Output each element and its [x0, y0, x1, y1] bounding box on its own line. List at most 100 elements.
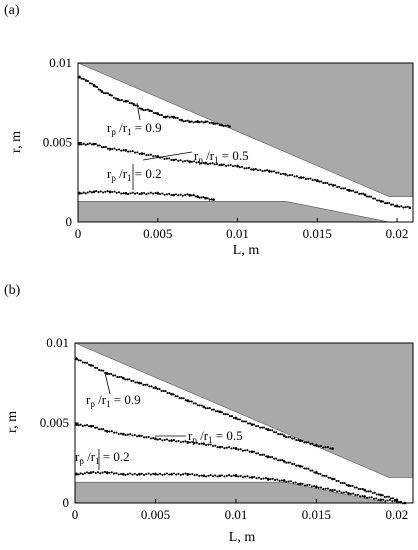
data-point-a-1-9 — [220, 163, 223, 167]
series-b-1-dot — [365, 490, 368, 493]
series-a-2-dot — [80, 192, 83, 195]
data-point-b-0-3 — [122, 376, 125, 380]
series-a-1-dot — [229, 163, 232, 167]
series-a-2-dot — [131, 191, 134, 194]
series-b-1-dot — [221, 445, 224, 448]
ytick-label-b: 0 — [63, 495, 70, 510]
series-b-2-dot — [191, 472, 194, 476]
series-b-0-dot — [194, 402, 197, 405]
series-a-1-dot — [117, 148, 121, 151]
series-a-1-dot — [313, 178, 317, 181]
series-b-1-dot — [149, 437, 152, 440]
series-b-0-dot — [236, 418, 240, 421]
series-b-1-dot — [361, 487, 364, 490]
series-b-1-dot — [145, 436, 148, 439]
data-point-a-0-1 — [84, 79, 88, 82]
series-b-1-dot — [246, 449, 249, 452]
series-a-2-dot — [129, 192, 132, 195]
data-point-a-1-10 — [236, 165, 239, 168]
series-a-2-dot — [200, 196, 203, 199]
series-b-2-dot — [92, 470, 95, 473]
series-a-1-dot — [152, 155, 155, 158]
series-b-2-dot — [257, 476, 260, 479]
series-a-0-dot — [178, 118, 181, 121]
data-point-b-1-11 — [250, 450, 254, 454]
series-b-2-dot — [322, 488, 325, 491]
series-b-2-dot — [230, 475, 233, 478]
series-b-0-dot — [166, 391, 169, 395]
series-a-1-dot — [177, 159, 180, 162]
series-a-1-dot — [388, 201, 391, 205]
series-b-2-dot — [182, 473, 185, 476]
data-point-a-2-2 — [108, 190, 112, 194]
series-a-1-dot — [394, 205, 397, 208]
series-a-0-dot — [146, 108, 149, 111]
series-b-0-dot — [263, 426, 266, 429]
series-a-2-dot — [113, 190, 116, 193]
series-b-1-dot — [209, 443, 212, 446]
series-b-2-dot — [136, 473, 139, 476]
data-point-b-0-10 — [234, 416, 238, 420]
series-a-1-dot — [184, 160, 187, 163]
series-a-2-dot — [147, 192, 150, 195]
series-a-1-dot — [209, 162, 212, 165]
series-a-1-dot — [338, 185, 341, 188]
series-b-0-dot — [285, 436, 288, 439]
series-b-1-dot — [228, 446, 231, 449]
panel-b-label: (b) — [4, 283, 21, 298]
series-b-2-dot — [200, 474, 203, 477]
series-a-1-dot — [90, 143, 93, 146]
series-b-2 — [75, 470, 407, 505]
series-b-0-dot — [244, 420, 248, 423]
series-b-1-dot — [100, 428, 103, 431]
series-b-1-dot — [110, 430, 113, 433]
series-a-2-dot — [95, 190, 98, 193]
series-a-2-dot — [174, 193, 178, 196]
series-a-2-dot — [177, 194, 180, 197]
series-a-1-dot — [295, 175, 298, 178]
series-b-1-dot — [161, 439, 164, 442]
series-a-1-dot — [147, 153, 150, 157]
series-a-1-dot — [398, 205, 401, 208]
series-b-0-dot — [188, 400, 191, 403]
series-a-1-dot — [352, 189, 355, 192]
series-b-1-dot — [248, 450, 251, 453]
series-b-1-dot — [77, 424, 80, 427]
series-a-2-dot — [88, 190, 91, 193]
series-a-1-dot — [362, 192, 365, 195]
data-point-a-0-18 — [220, 123, 223, 127]
series-b-0-dot — [168, 392, 171, 395]
series-b-2-dot — [177, 472, 180, 475]
data-point-a-1-19 — [379, 200, 383, 203]
series-b-2-dot — [163, 473, 166, 476]
series-a-0-dot — [170, 115, 173, 118]
series-a-0-dot — [200, 120, 203, 123]
series-a-1-dot — [309, 177, 312, 180]
series-a-2-dot — [122, 192, 125, 195]
series-a-0-dot — [99, 88, 102, 92]
series-b-1-dot — [198, 442, 201, 446]
series-a-0-dot — [144, 108, 147, 111]
data-point-a-1-11 — [252, 168, 255, 171]
series-a-0-dot — [88, 82, 92, 85]
series-b-0-dot — [317, 445, 320, 448]
series-b-1-dot — [371, 491, 374, 495]
series-a-1-dot — [272, 170, 276, 173]
series-b-2-dot — [103, 470, 106, 473]
series-b-0-dot — [120, 375, 123, 378]
series-a-0-dot — [112, 96, 115, 99]
series-b-0-dot — [281, 433, 284, 436]
series-a-2-dot — [97, 191, 100, 194]
data-point-a-1-1 — [92, 142, 96, 146]
series-b-0-dot — [275, 431, 278, 434]
series-a-2-dot — [208, 198, 211, 201]
xtick-label-b: 0.01 — [225, 507, 248, 522]
series-a-0-dot — [154, 112, 157, 115]
series-b-0-dot — [322, 446, 325, 449]
series-b-1-dot — [355, 486, 358, 489]
data-point-b-2-4 — [138, 472, 141, 476]
series-b-1-dot — [309, 469, 312, 472]
series-a-1-dot — [190, 160, 193, 163]
series-b-1-dot — [147, 435, 150, 438]
